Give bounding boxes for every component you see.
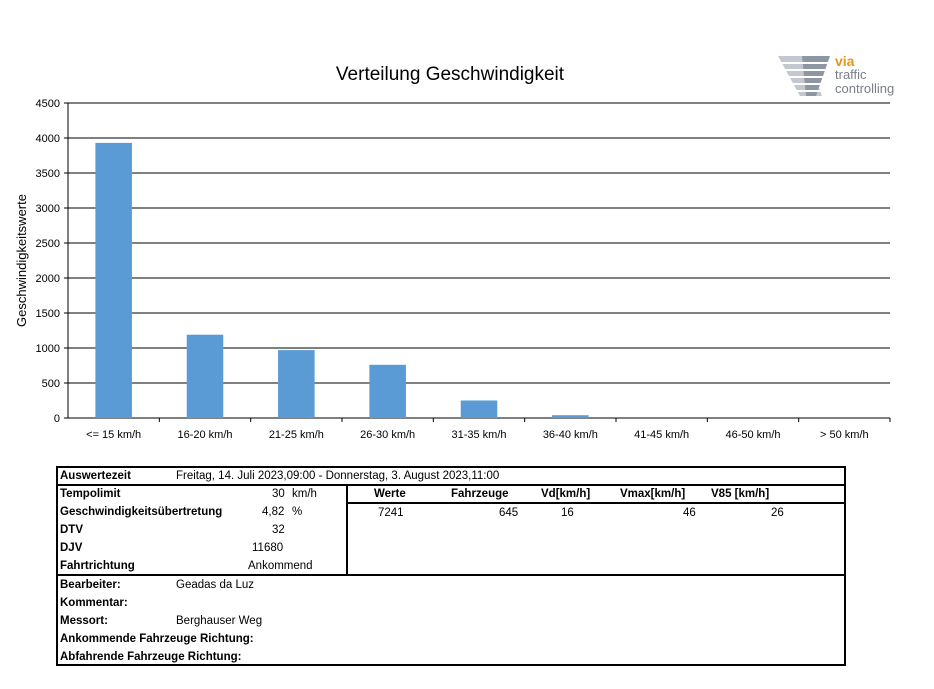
x-tick-label: 16-20 km/h [177, 429, 232, 441]
x-tick-label: <= 15 km/h [86, 429, 141, 441]
y-tick-label: 4500 [36, 98, 60, 110]
stats-value-vmax: 46 [683, 507, 696, 519]
stats-header-v85: V85 [km/h] [711, 488, 770, 500]
abfahrende-label: Abfahrende Fahrzeuge Richtung: [60, 651, 242, 663]
y-tick-label: 1500 [36, 308, 60, 320]
y-axis-label: Geschwindigkeitswerte [14, 194, 29, 327]
y-tick-label: 500 [42, 378, 60, 390]
bar [186, 334, 224, 418]
bar [278, 350, 315, 418]
bar [460, 400, 498, 418]
table-divider [346, 502, 846, 504]
tempolimit-unit: km/h [292, 488, 317, 500]
ankommende-label: Ankommende Fahrzeuge Richtung: [60, 633, 254, 645]
x-tick-label: > 50 km/h [820, 429, 869, 441]
stats-value-fahrzeuge: 645 [499, 507, 519, 519]
logo-controlling: controlling [835, 81, 895, 96]
y-tick-label: 0 [54, 413, 60, 425]
dtv-label: DTV [60, 524, 83, 536]
x-tick-label: 31-35 km/h [451, 429, 506, 441]
logo-mark-icon [778, 56, 830, 96]
y-tick-label: 4000 [36, 133, 60, 145]
stats-value-werte: 7241 [378, 507, 404, 519]
company-logo: via traffic controlling [778, 54, 918, 100]
table-divider [56, 574, 846, 576]
x-tick-label: 41-45 km/h [634, 429, 689, 441]
y-tick-label: 3000 [36, 203, 60, 215]
x-tick-label: 36-40 km/h [543, 429, 598, 441]
bar [552, 415, 589, 418]
stats-value-v85: 26 [771, 507, 784, 519]
chart-title: Verteilung Geschwindigkeit [335, 64, 565, 85]
uebertretung-label: Geschwindigkeitsübertretung [60, 506, 223, 518]
stats-header-vd: Vd[km/h] [541, 488, 591, 500]
stats-header-fahrzeuge: Fahrzeuge [451, 488, 509, 500]
djv-value: 11680 [252, 542, 284, 554]
x-tick-label: 46-50 km/h [725, 429, 780, 441]
bearbeiter-label: Bearbeiter: [60, 579, 121, 591]
stats-header-vmax: Vmax[km/h] [620, 488, 686, 500]
auswertezeit-label: Auswertezeit [60, 470, 131, 482]
bar [369, 364, 406, 418]
fahrtrichtung-value: Ankommend [248, 560, 313, 572]
auswertezeit-value: Freitag, 14. Juli 2023,09:00 - Donnersta… [176, 470, 500, 482]
dtv-value: 32 [272, 524, 285, 536]
y-tick-label: 1000 [36, 343, 60, 355]
x-tick-label: 26-30 km/h [360, 429, 415, 441]
y-tick-label: 3500 [36, 168, 60, 180]
speed-distribution-chart: 0 500 1000 1500 2000 2500 3000 3500 4000 4500 <= 1… [14, 98, 891, 441]
tempolimit-value: 30 [272, 488, 285, 500]
bearbeiter-value: Geadas da Luz [176, 579, 255, 591]
tempolimit-label: Tempolimit [60, 488, 121, 500]
stats-header-werte: Werte [374, 488, 406, 500]
table-divider [56, 484, 846, 486]
logo-text: via traffic controlling [835, 54, 894, 96]
logo-traffic: traffic [835, 67, 867, 82]
fahrtrichtung-label: Fahrtrichtung [60, 560, 135, 572]
table-divider [346, 484, 348, 575]
stats-value-vd: 16 [561, 507, 574, 519]
x-tick-label: 21-25 km/h [269, 429, 324, 441]
uebertretung-value: 4,82 [262, 506, 285, 518]
bar [95, 142, 132, 418]
uebertretung-unit: % [292, 506, 303, 518]
kommentar-label: Kommentar: [60, 597, 128, 609]
summary-table [56, 466, 846, 666]
messort-label: Messort: [60, 615, 108, 627]
messort-value: Berghauser Weg [176, 615, 263, 627]
djv-label: DJV [60, 542, 83, 554]
y-tick-label: 2000 [36, 273, 60, 285]
logo-via: via [835, 53, 855, 69]
y-tick-label: 2500 [36, 238, 60, 250]
